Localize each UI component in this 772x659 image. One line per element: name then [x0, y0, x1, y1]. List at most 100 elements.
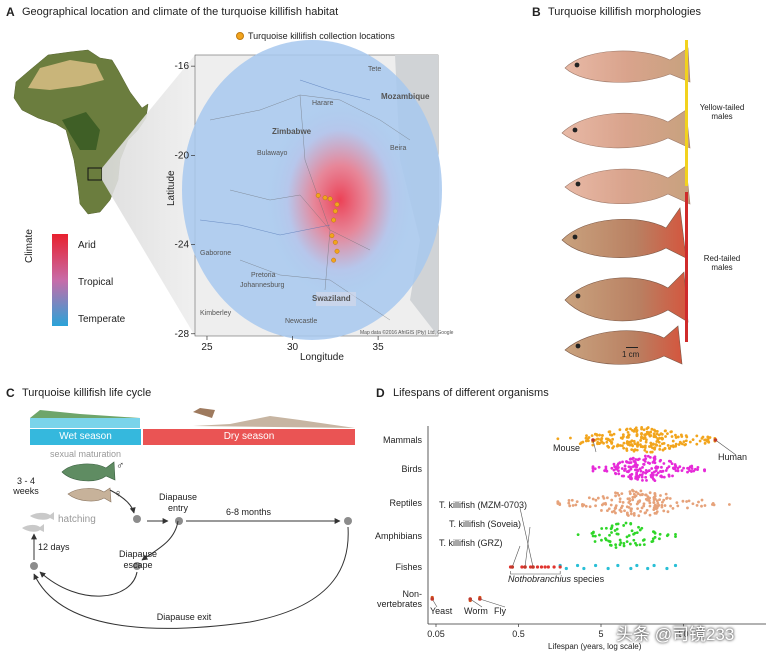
- data-point-mammals: [695, 434, 699, 438]
- data-point-mammals: [664, 435, 667, 438]
- data-point-amphibians: [622, 544, 626, 548]
- data-point-nothobranchius: [543, 565, 547, 569]
- lifespan-x-tick-label: 5: [598, 629, 603, 639]
- data-point-reptiles: [727, 503, 731, 506]
- data-point-reptiles: [581, 504, 585, 508]
- annot-yeast: Yeast: [430, 606, 453, 616]
- data-point-reptiles: [697, 500, 700, 504]
- data-point-amphibians: [608, 533, 611, 537]
- country-zimbabwe: Zimbabwe: [272, 127, 312, 136]
- data-point-amphibians: [610, 531, 613, 534]
- data-point-birds: [658, 459, 662, 463]
- data-point-mammals: [660, 442, 664, 446]
- annot-nothobranchius-genus: Nothobranchius: [508, 574, 572, 584]
- data-point-reptiles: [655, 504, 658, 508]
- red-tail-bar: [685, 192, 688, 342]
- data-point-reptiles: [621, 500, 625, 504]
- data-point-reptiles: [629, 508, 633, 512]
- data-point-birds: [617, 472, 621, 476]
- data-point-birds: [656, 465, 660, 469]
- dry-season-label: Dry season: [223, 431, 275, 442]
- data-point-amphibians: [613, 529, 617, 532]
- data-point-mammals: [700, 436, 704, 440]
- data-point-mammals: [593, 432, 597, 436]
- data-point-mammals: [624, 428, 628, 432]
- collection-site: [327, 196, 333, 202]
- data-point-birds: [641, 479, 644, 482]
- data-point-mammals: [708, 436, 712, 439]
- data-point-amphibians: [625, 540, 629, 544]
- fish-yellow-2: [561, 109, 691, 149]
- collection-site: [322, 195, 328, 201]
- data-point-nothobranchius: [539, 565, 544, 569]
- data-point-reptiles: [665, 497, 668, 500]
- data-point-mammals: [632, 439, 636, 443]
- data-point-mammals: [641, 445, 645, 448]
- data-point-fishes: [629, 566, 633, 571]
- data-point-amphibians: [600, 538, 603, 542]
- data-point-reptiles: [570, 498, 574, 502]
- data-point-mammals: [609, 433, 612, 437]
- data-point-reptiles: [619, 510, 623, 513]
- data-point-reptiles: [632, 512, 636, 515]
- data-point-mammals: [640, 436, 643, 440]
- data-point-reptiles: [703, 504, 707, 507]
- data-point-birds: [614, 467, 618, 471]
- data-point-reptiles: [568, 504, 572, 508]
- data-point-reptiles: [644, 497, 648, 501]
- data-point-birds: [693, 467, 697, 471]
- data-point-birds: [660, 465, 663, 469]
- data-point-amphibians: [610, 526, 614, 529]
- data-point-reptiles: [647, 499, 651, 503]
- data-point-reptiles: [657, 503, 661, 507]
- data-point-birds: [659, 470, 662, 473]
- data-point-reptiles: [634, 494, 638, 498]
- data-point-reptiles: [652, 501, 656, 504]
- data-point-mammals: [598, 433, 601, 437]
- data-point-reptiles: [587, 496, 591, 500]
- data-point-mammals: [658, 436, 662, 440]
- data-point-birds: [630, 472, 634, 476]
- data-point-reptiles: [629, 512, 633, 516]
- data-point-reptiles: [640, 506, 644, 510]
- data-point-mammals: [656, 437, 659, 440]
- data-point-mammals: [620, 444, 624, 448]
- data-point-amphibians: [622, 524, 626, 527]
- collection-site: [332, 239, 338, 245]
- data-point-birds: [633, 468, 637, 472]
- category-label-amphibians: Amphibians: [375, 531, 423, 541]
- data-point-amphibians: [651, 537, 655, 541]
- data-point-reptiles: [659, 494, 662, 497]
- fish-red-1: [561, 207, 687, 259]
- data-point-birds: [686, 470, 689, 474]
- data-point-amphibians: [614, 543, 618, 547]
- maturation-label: sexual maturation: [49, 449, 122, 459]
- collection-site: [315, 193, 321, 198]
- annotation-leader: [519, 507, 534, 568]
- hatching-label: hatching: [58, 514, 96, 525]
- data-point-reptiles: [575, 500, 579, 503]
- data-point-mammals: [622, 441, 626, 445]
- data-point-reptiles: [655, 499, 659, 503]
- fish-red-3: [564, 325, 683, 365]
- data-point-amphibians: [628, 542, 632, 546]
- data-point-nothobranchius: [528, 565, 533, 569]
- data-point-birds: [625, 460, 628, 463]
- data-point-amphibians: [609, 544, 613, 547]
- data-point-amphibians: [650, 540, 654, 544]
- data-point-fishes: [593, 563, 598, 568]
- data-point-reptiles: [567, 501, 571, 505]
- data-point-mammals: [585, 434, 588, 437]
- map-x-tick-label: 35: [373, 342, 385, 353]
- data-point-reptiles: [632, 489, 635, 493]
- diapause-escape-label: Diapause escape: [118, 549, 158, 570]
- data-point-mammals: [643, 444, 647, 448]
- data-point-mammals: [652, 432, 656, 436]
- data-point-reptiles: [664, 492, 668, 496]
- data-point-reptiles: [648, 496, 652, 500]
- data-point-birds: [618, 461, 622, 465]
- category-label-birds: Birds: [401, 464, 422, 474]
- category-label-mammals: Mammals: [383, 435, 423, 445]
- data-point-mammals: [629, 427, 632, 431]
